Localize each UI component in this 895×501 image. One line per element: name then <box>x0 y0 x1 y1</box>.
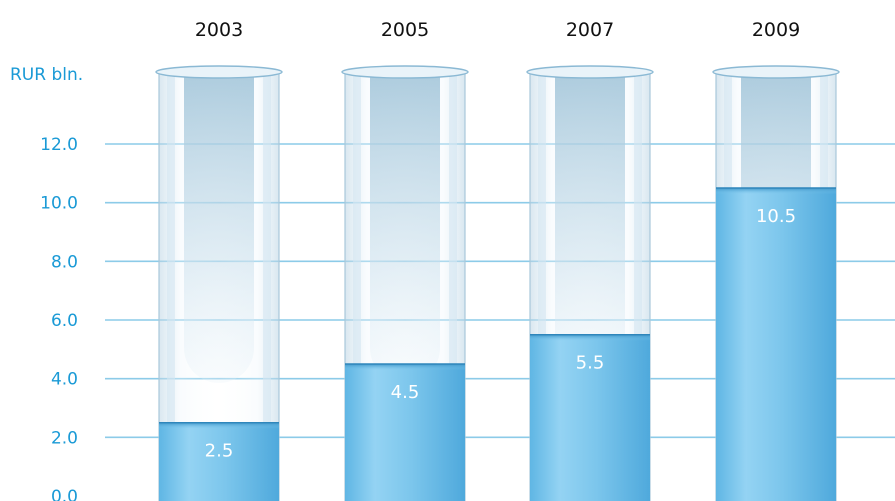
y-tick-label: 0.0 <box>51 487 78 501</box>
y-tick-label: 8.0 <box>51 252 78 272</box>
x-category-label: 2005 <box>381 19 429 41</box>
bar-2007 <box>530 334 650 501</box>
y-tick-label: 12.0 <box>40 135 78 155</box>
water-surface <box>716 188 836 194</box>
tube-2005 <box>341 65 469 501</box>
data-label: 4.5 <box>391 382 420 403</box>
water-surface <box>530 334 650 341</box>
y-tick-label: 6.0 <box>51 311 78 331</box>
bar-2009 <box>716 188 836 501</box>
tube-reflection <box>184 74 254 383</box>
tube-reflection <box>555 74 625 383</box>
tube-rim <box>712 65 840 79</box>
tube-2007 <box>526 65 654 501</box>
water-surface <box>345 364 465 370</box>
tubes <box>155 65 840 501</box>
tube-rim <box>155 65 283 79</box>
labels: RUR bln. 0.0 2.0 4.0 6.0 8.0 10.0 12.0 2.5 2003 4.… <box>10 19 800 501</box>
y-tick-label: 2.0 <box>51 428 78 448</box>
bar-2005 <box>345 364 465 501</box>
tube-edge <box>538 74 546 501</box>
tube-edge <box>263 74 271 501</box>
data-label: 2.5 <box>205 441 234 462</box>
tube-edge <box>167 74 175 501</box>
data-label: 5.5 <box>576 353 605 374</box>
tube-rim <box>341 65 469 79</box>
data-label: 10.5 <box>756 206 796 227</box>
tube-edge <box>634 74 642 501</box>
tube-2009 <box>712 65 840 501</box>
x-category-label: 2009 <box>752 19 800 41</box>
tube-edge <box>353 74 361 501</box>
water-surface <box>159 422 279 429</box>
tube-2003 <box>155 65 283 501</box>
y-tick-label: 4.0 <box>51 370 78 390</box>
x-category-label: 2003 <box>195 19 243 41</box>
y-axis-unit-label: RUR bln. <box>10 65 83 85</box>
tube-rim <box>526 65 654 79</box>
tube-edge <box>449 74 457 501</box>
y-tick-label: 10.0 <box>40 194 78 214</box>
tube-reflection <box>370 74 440 383</box>
x-category-label: 2007 <box>566 19 614 41</box>
bar-2003 <box>159 422 279 501</box>
